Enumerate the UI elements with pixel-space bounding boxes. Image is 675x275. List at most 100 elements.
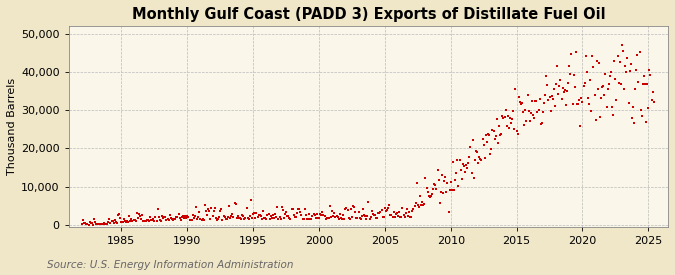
Point: [99, 221, 109, 226]
Point: [223, 215, 234, 220]
Point: [327, 209, 338, 213]
Point: [626, 116, 637, 120]
Point: [481, 140, 492, 144]
Point: [624, 69, 635, 73]
Point: [393, 213, 404, 218]
Point: [470, 157, 481, 162]
Point: [109, 221, 119, 225]
Point: [253, 213, 264, 217]
Point: [314, 216, 325, 220]
Point: [519, 123, 530, 127]
Point: [384, 203, 395, 207]
Point: [188, 216, 199, 221]
Point: [300, 213, 311, 217]
Point: [348, 204, 358, 208]
Point: [281, 209, 292, 214]
Point: [103, 219, 113, 224]
Point: [621, 70, 632, 74]
Point: [211, 216, 221, 221]
Point: [442, 180, 453, 185]
Point: [398, 213, 409, 217]
Point: [379, 206, 390, 210]
Point: [220, 217, 231, 221]
Point: [260, 216, 271, 221]
Point: [204, 209, 215, 213]
Point: [321, 215, 332, 220]
Point: [221, 217, 232, 221]
Point: [395, 215, 406, 219]
Point: [179, 216, 190, 220]
Point: [340, 206, 351, 211]
Point: [251, 211, 262, 216]
Point: [184, 218, 195, 222]
Point: [296, 213, 307, 217]
Point: [632, 53, 643, 57]
Point: [355, 216, 366, 221]
Point: [481, 133, 491, 137]
Point: [400, 211, 411, 215]
Point: [229, 201, 240, 205]
Point: [535, 122, 546, 126]
Point: [341, 205, 352, 210]
Point: [246, 198, 256, 202]
Point: [533, 108, 544, 112]
Point: [633, 80, 644, 84]
Point: [431, 187, 442, 191]
Point: [200, 203, 211, 207]
Point: [440, 174, 451, 179]
Point: [323, 216, 333, 220]
Point: [409, 204, 420, 208]
Point: [252, 215, 263, 219]
Point: [479, 155, 490, 160]
Point: [522, 92, 533, 97]
Point: [560, 103, 571, 107]
Point: [369, 213, 379, 217]
Point: [460, 170, 470, 175]
Point: [264, 217, 275, 221]
Point: [354, 216, 365, 220]
Point: [402, 207, 412, 211]
Point: [250, 216, 261, 220]
Point: [458, 162, 468, 166]
Point: [232, 216, 242, 220]
Point: [214, 215, 225, 219]
Point: [539, 101, 549, 105]
Point: [421, 186, 432, 190]
Point: [358, 207, 369, 211]
Point: [180, 214, 190, 218]
Point: [605, 70, 616, 75]
Point: [223, 204, 234, 208]
Point: [616, 43, 627, 48]
Point: [425, 195, 435, 199]
Point: [466, 170, 477, 175]
Point: [498, 116, 509, 120]
Point: [410, 201, 421, 205]
Point: [162, 217, 173, 222]
Point: [439, 178, 450, 183]
Point: [183, 215, 194, 219]
Point: [581, 70, 592, 74]
Point: [241, 206, 252, 211]
Point: [565, 72, 576, 76]
Point: [165, 216, 176, 220]
Point: [329, 211, 340, 216]
Point: [135, 214, 146, 218]
Point: [643, 105, 653, 110]
Point: [367, 212, 378, 216]
Point: [339, 216, 350, 221]
Point: [205, 217, 216, 222]
Point: [235, 216, 246, 220]
Point: [227, 211, 238, 216]
Point: [288, 213, 299, 217]
Point: [509, 127, 520, 131]
Point: [337, 217, 348, 221]
Point: [298, 216, 309, 221]
Point: [155, 218, 165, 222]
Point: [389, 215, 400, 219]
Point: [540, 92, 551, 97]
Point: [512, 132, 523, 136]
Point: [228, 215, 239, 219]
Point: [344, 215, 354, 220]
Point: [335, 212, 346, 217]
Point: [114, 211, 125, 216]
